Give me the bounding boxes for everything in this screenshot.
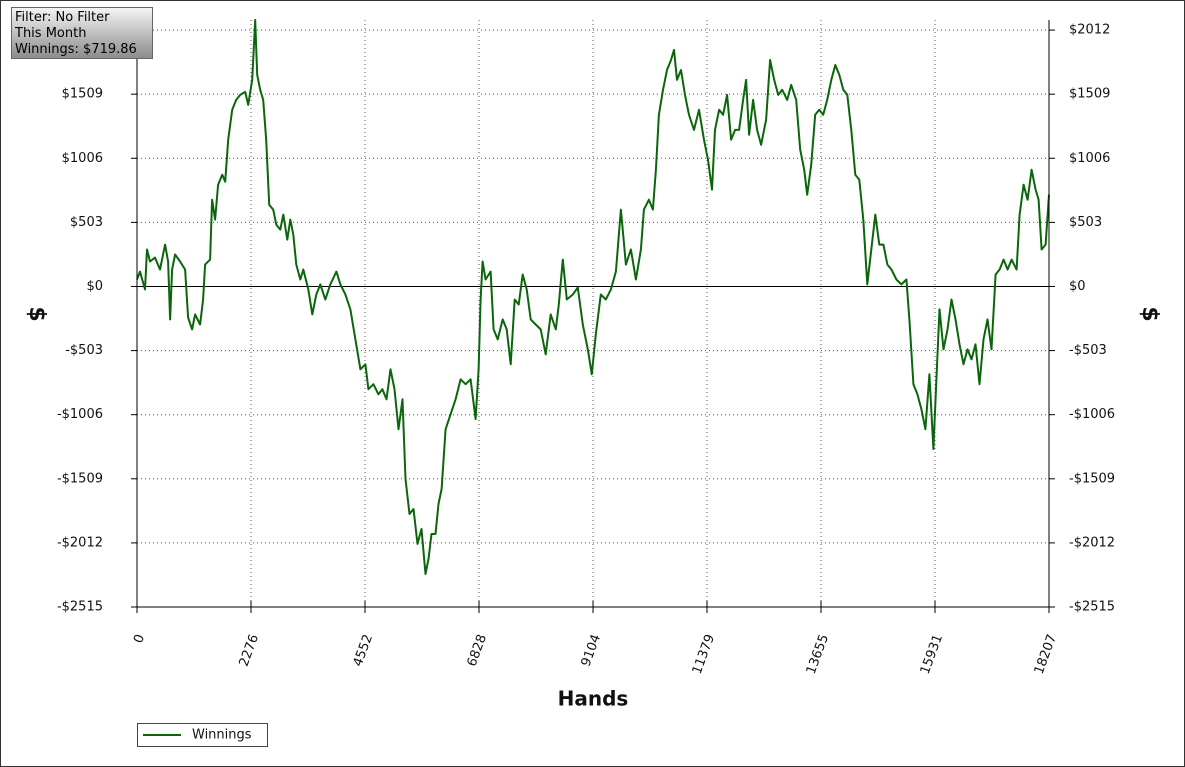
- y-tick-label: $1006: [62, 151, 103, 166]
- y2-tick-label: -$1509: [1069, 471, 1115, 486]
- y2-tick-label: $1509: [1069, 87, 1110, 102]
- y2-tick-label: $0: [1069, 279, 1086, 294]
- series-line: [136, 19, 1050, 575]
- legend-box: [137, 723, 268, 747]
- y2-tick-label: -$2012: [1069, 535, 1115, 550]
- info-line: Filter: No Filter: [15, 10, 110, 25]
- y2-axis-title: $: [1137, 306, 1162, 321]
- x-axis-title: Hands: [558, 687, 629, 711]
- info-line: Winnings: $719.86: [15, 42, 137, 57]
- y2-tick-label: -$1006: [1069, 407, 1115, 422]
- legend: Winnings: [137, 723, 268, 747]
- y2-tick-label: -$503: [1069, 343, 1107, 358]
- info-line: This Month: [15, 26, 87, 41]
- y-tick-label: -$1006: [57, 407, 103, 422]
- y-tick-label: -$2012: [57, 535, 103, 550]
- y-tick-label: -$1509: [57, 471, 103, 486]
- info-box: Filter: No Filter This Month Winnings: $…: [11, 7, 153, 59]
- y2-tick-label: $1006: [1069, 151, 1110, 166]
- y-tick-label: $1509: [62, 87, 103, 102]
- y2-tick-label: -$2515: [1069, 600, 1115, 615]
- y-tick-label: -$503: [65, 343, 103, 358]
- y2-tick-label: $503: [1069, 215, 1102, 230]
- y-tick-label: -$2515: [57, 600, 103, 615]
- y-tick-label: $0: [86, 279, 103, 294]
- y-axis-title: $: [24, 306, 49, 321]
- line-layer: [136, 19, 1050, 575]
- legend-label: Winnings: [192, 728, 252, 743]
- y-tick-label: $503: [70, 215, 103, 230]
- y2-tick-label: $2012: [1069, 23, 1110, 38]
